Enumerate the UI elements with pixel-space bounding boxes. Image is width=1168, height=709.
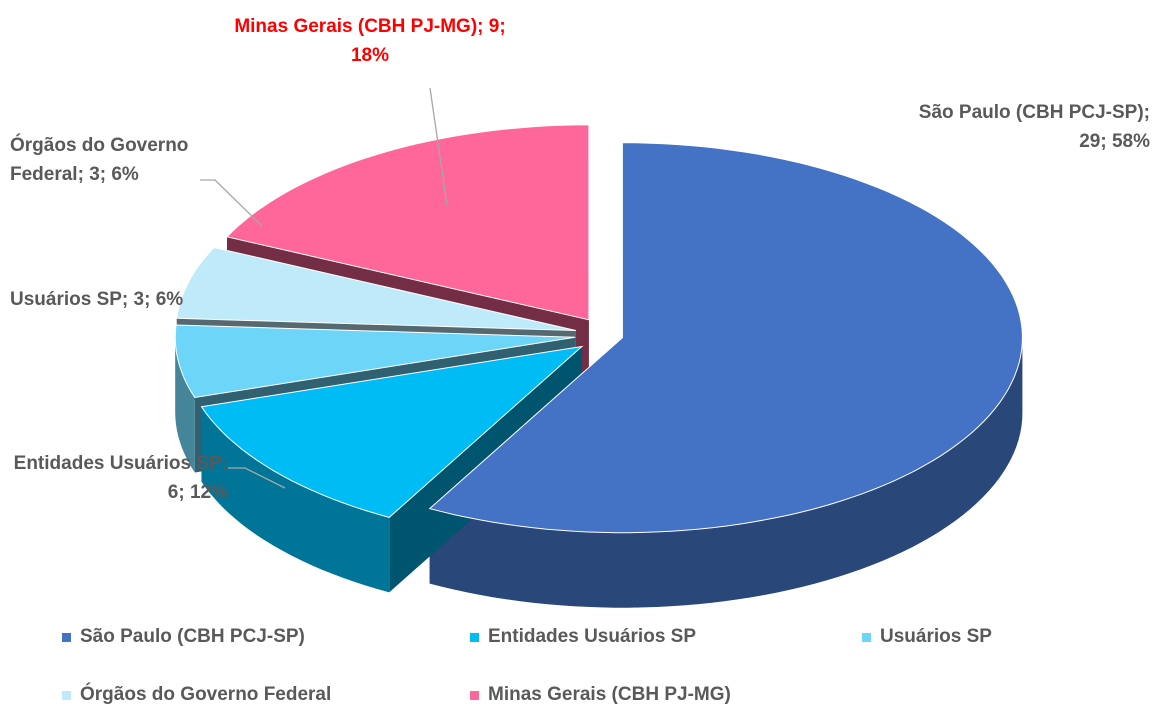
- data-label: Órgãos do Governo Federal; 3; 6%: [10, 135, 189, 185]
- legend-swatch: [62, 632, 71, 642]
- legend-item: São Paulo (CBH PCJ-SP): [62, 626, 305, 648]
- data-label: Minas Gerais (CBH PJ-MG); 9; 18%: [234, 16, 506, 66]
- legend-label: Órgãos do Governo Federal: [80, 684, 332, 705]
- legend-item: Órgãos do Governo Federal: [62, 684, 331, 706]
- legend-swatch: [470, 690, 479, 700]
- leader-line: [429, 87, 448, 206]
- legend-label: Entidades Usuários SP: [488, 626, 697, 647]
- legend-swatch: [62, 690, 71, 700]
- slice-side: [201, 406, 390, 593]
- data-label: São Paulo (CBH PCJ-SP); 29; 58%: [918, 102, 1150, 152]
- slice-side: [429, 337, 1023, 608]
- slice: [428, 142, 1023, 534]
- legend-label: Usuários SP: [880, 626, 992, 647]
- legend-item: Minas Gerais (CBH PJ-MG): [470, 684, 731, 706]
- slice: [174, 324, 576, 399]
- legend-swatch: [862, 632, 871, 642]
- legend-item: Entidades Usuários SP: [470, 626, 696, 648]
- legend-item: Usuários SP: [862, 626, 992, 648]
- leader-line: [228, 467, 286, 489]
- slice: [226, 124, 590, 321]
- slice-side: [175, 337, 195, 473]
- data-label: Entidades Usuários SP; 6; 12%: [13, 453, 228, 503]
- legend-swatch: [470, 632, 479, 642]
- legend-label: Minas Gerais (CBH PJ-MG): [488, 684, 731, 705]
- slice: [176, 246, 577, 332]
- slice: [200, 345, 584, 518]
- leader-line: [200, 179, 263, 227]
- legend-label: São Paulo (CBH PCJ-SP): [80, 626, 305, 647]
- data-label: Usuários SP; 3; 6%: [10, 289, 184, 310]
